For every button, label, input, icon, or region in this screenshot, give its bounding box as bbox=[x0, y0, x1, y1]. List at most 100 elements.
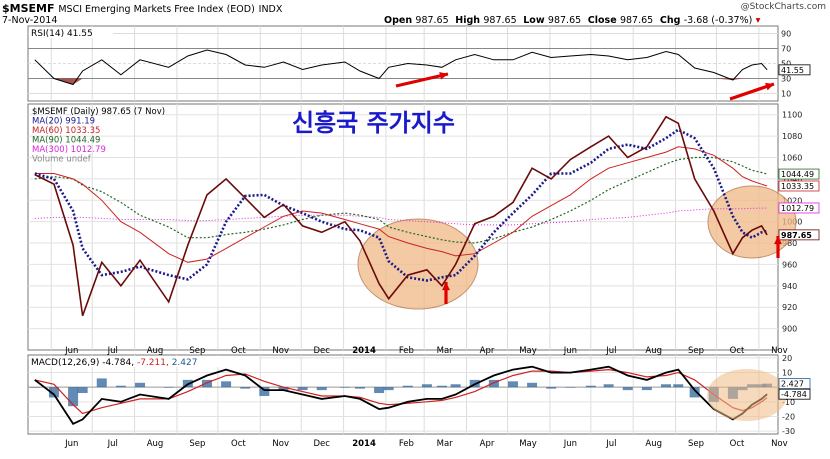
x-tick-label-bottom: Dec bbox=[313, 439, 330, 449]
price-series-3 bbox=[34, 156, 768, 244]
high-value: 987.65 bbox=[483, 15, 517, 26]
macd-histogram-bar bbox=[527, 382, 538, 388]
x-tick-label-bottom: Oct bbox=[730, 439, 745, 449]
x-tick-label-bottom: Apr bbox=[480, 439, 495, 449]
x-tick-label-bottom: May bbox=[519, 439, 537, 449]
macd-histogram-bar bbox=[77, 387, 88, 394]
x-tick-label-bottom: Sep bbox=[688, 439, 704, 449]
down-triangle-icon: ▾ bbox=[755, 15, 761, 26]
macd-histogram-bar bbox=[339, 387, 350, 388]
price-right-box bbox=[778, 180, 820, 192]
macd-histogram-bar bbox=[585, 385, 596, 388]
macd-histogram-bar bbox=[278, 387, 289, 391]
macd-histogram-bar bbox=[29, 387, 40, 388]
price-tick-label: 980 bbox=[782, 239, 797, 248]
x-tick-label-bottom: Nov bbox=[272, 439, 289, 449]
x-tick-label-bottom: Sep bbox=[189, 439, 205, 449]
macd-histogram-bar bbox=[48, 387, 59, 398]
close-value: 987.65 bbox=[619, 15, 654, 26]
highlight-ellipse bbox=[357, 218, 479, 310]
high-label: High bbox=[455, 15, 481, 26]
macd-histogram-bar bbox=[201, 379, 212, 388]
price-legend-entry: MA(60) 1033.35 bbox=[32, 126, 100, 136]
macd-histogram-bar bbox=[68, 387, 79, 407]
x-tick-label-bottom: Mar bbox=[437, 439, 454, 449]
rsi-oversold-fill bbox=[713, 78, 733, 80]
low-value: 987.65 bbox=[547, 15, 582, 26]
macd-histogram-bar bbox=[660, 384, 671, 388]
price-arrow-head bbox=[442, 282, 450, 291]
macd-histogram-bar bbox=[421, 384, 432, 388]
macd-histogram-bar bbox=[316, 387, 327, 391]
x-tick-label-mid: Sep bbox=[189, 346, 205, 356]
macd-histogram-bar bbox=[259, 387, 270, 396]
macd-histogram-bar bbox=[641, 387, 652, 391]
exchange-text: INDX bbox=[258, 4, 283, 15]
rsi-oversold-fill bbox=[732, 78, 743, 80]
macd-legend-part: -4.784, bbox=[102, 358, 137, 368]
macd-histogram-bar bbox=[436, 385, 447, 388]
macd-histogram-bar bbox=[673, 384, 684, 388]
price-right-label: 987.65 bbox=[781, 231, 812, 240]
macd-tick-label: 10 bbox=[782, 369, 792, 378]
price-series-2 bbox=[34, 146, 768, 263]
macd-panel-frame bbox=[27, 354, 779, 435]
macd-right-label: 2.427 bbox=[781, 380, 804, 389]
price-tick-label: 1080 bbox=[782, 132, 802, 141]
rsi-current-label: 41.55 bbox=[781, 66, 804, 75]
close-label: Close bbox=[587, 15, 617, 26]
x-tick-label-bottom: Aug bbox=[645, 439, 662, 449]
rsi-arrow-shaft bbox=[395, 72, 449, 88]
macd-legend: MACD(12,26,9) -4.784, -7.211, 2.427 bbox=[31, 358, 197, 368]
price-tick-label: 960 bbox=[782, 260, 797, 269]
macd-right-box bbox=[778, 388, 811, 400]
x-tick-label-mid: Jul bbox=[107, 346, 118, 356]
price-legend-entry: Volume undef bbox=[32, 155, 92, 165]
rsi-arrow-head bbox=[765, 82, 774, 91]
x-tick-label-bottom: Jun bbox=[64, 439, 78, 449]
overlay-title: 신흥국 주가지수 bbox=[292, 109, 455, 137]
macd-histogram-bar bbox=[622, 387, 633, 391]
rsi-tick-label: 70 bbox=[781, 45, 791, 54]
x-tick-label-mid: Nov bbox=[272, 346, 289, 356]
price-tick-label: 1100 bbox=[782, 111, 802, 120]
x-tick-label-mid: Jul bbox=[605, 346, 616, 356]
x-tick-label-mid: Oct bbox=[730, 346, 745, 356]
x-tick-label-mid: Apr bbox=[480, 346, 495, 356]
highlight-ellipse bbox=[707, 185, 797, 259]
macd-histogram-bar bbox=[115, 385, 126, 388]
macd-histogram-bar bbox=[163, 387, 174, 388]
rsi-oversold-fill bbox=[73, 78, 83, 85]
x-tick-label-mid: Aug bbox=[147, 346, 164, 356]
x-tick-label-mid: Feb bbox=[399, 346, 414, 356]
macd-histogram-bar bbox=[546, 387, 557, 389]
price-tick-label: 900 bbox=[782, 325, 797, 334]
chg-label: Chg bbox=[659, 15, 681, 26]
chart-date: 7-Nov-2014 bbox=[2, 15, 58, 26]
x-tick-label-mid: Jun bbox=[563, 346, 577, 356]
price-right-label: 1044.49 bbox=[781, 170, 814, 179]
macd-histogram-bar bbox=[450, 384, 461, 388]
x-tick-label-bottom: Feb bbox=[399, 439, 414, 449]
chart-symbol: $MSEMF MSCI Emerging Markets Free Index … bbox=[2, 2, 282, 15]
chg-value: -3.68 (-0.37%) bbox=[683, 15, 753, 26]
price-right-label: 1033.35 bbox=[781, 182, 814, 191]
rsi-legend: RSI(14) 41.55 bbox=[31, 29, 93, 39]
rsi-legend-bg bbox=[29, 27, 113, 38]
x-tick-label-mid: Oct bbox=[231, 346, 246, 356]
macd-histogram-bar bbox=[96, 378, 107, 388]
macd-line bbox=[34, 365, 768, 425]
x-tick-label-mid: Jun bbox=[64, 346, 78, 356]
x-tick-label-bottom: Nov bbox=[771, 439, 788, 449]
macd-histogram-bar bbox=[488, 379, 499, 388]
price-legend-entry: MA(90) 1044.49 bbox=[32, 136, 100, 146]
price-tick-label: 1020 bbox=[782, 196, 802, 205]
macd-histogram-bar bbox=[603, 384, 614, 388]
rsi-tick-label: 30 bbox=[781, 75, 791, 84]
macd-histogram-bar bbox=[689, 387, 700, 398]
macd-right-box bbox=[778, 378, 811, 390]
macd-tick-label: -30 bbox=[782, 427, 795, 436]
macd-histogram-bar bbox=[135, 382, 146, 388]
x-tick-label-mid: Mar bbox=[437, 346, 454, 356]
